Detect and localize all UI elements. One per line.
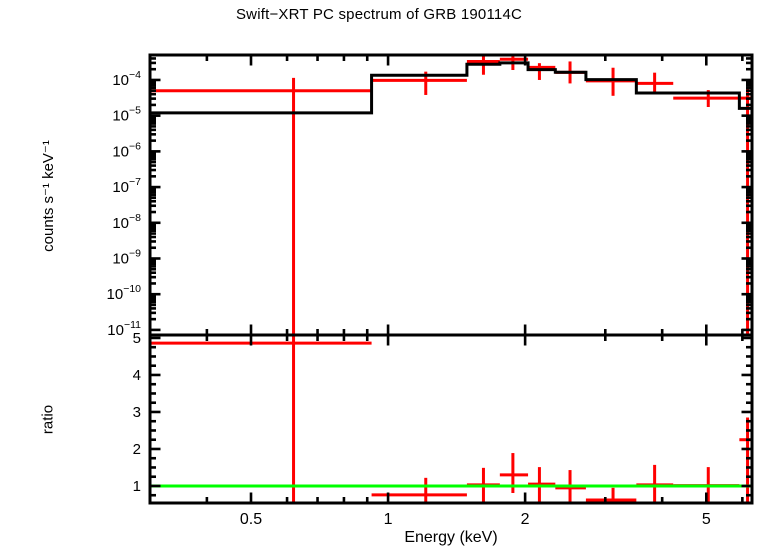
chart-title: Swift−XRT PC spectrum of GRB 190114C (235, 6, 523, 23)
svg-text:3: 3 (133, 404, 141, 421)
svg-text:10−5: 10−5 (112, 105, 141, 125)
svg-text:1: 1 (133, 478, 141, 495)
svg-text:10−11: 10−11 (107, 319, 141, 339)
svg-text:2: 2 (133, 441, 141, 458)
svg-text:10−9: 10−9 (112, 247, 141, 267)
svg-text:4: 4 (133, 367, 141, 384)
svg-text:0.5: 0.5 (240, 511, 262, 528)
svg-text:10−6: 10−6 (112, 140, 141, 160)
model-histogram (150, 61, 752, 115)
y-tick-labels-spectrum: 10−4 10−5 10−6 10−7 10−8 10−9 10−10 10−11 (107, 69, 142, 339)
svg-text:10−10: 10−10 (107, 283, 142, 303)
svg-text:1: 1 (384, 511, 393, 528)
x-tick-labels: 0.5 1 2 5 (240, 511, 711, 528)
axis-ticks (151, 56, 751, 502)
svg-text:10−7: 10−7 (112, 176, 141, 196)
svg-text:2: 2 (521, 511, 530, 528)
x-axis-label-energy: Energy (keV) (404, 529, 498, 546)
panel-frames (148, 53, 754, 505)
svg-text:5: 5 (702, 511, 711, 528)
svg-text:10−8: 10−8 (112, 212, 141, 232)
svg-text:5: 5 (133, 330, 141, 347)
ratio-data-points (150, 335, 752, 503)
spectrum-data-points (150, 55, 752, 335)
y-tick-labels-ratio: 1 2 3 4 5 (133, 330, 141, 495)
svg-text:10−4: 10−4 (112, 69, 141, 89)
